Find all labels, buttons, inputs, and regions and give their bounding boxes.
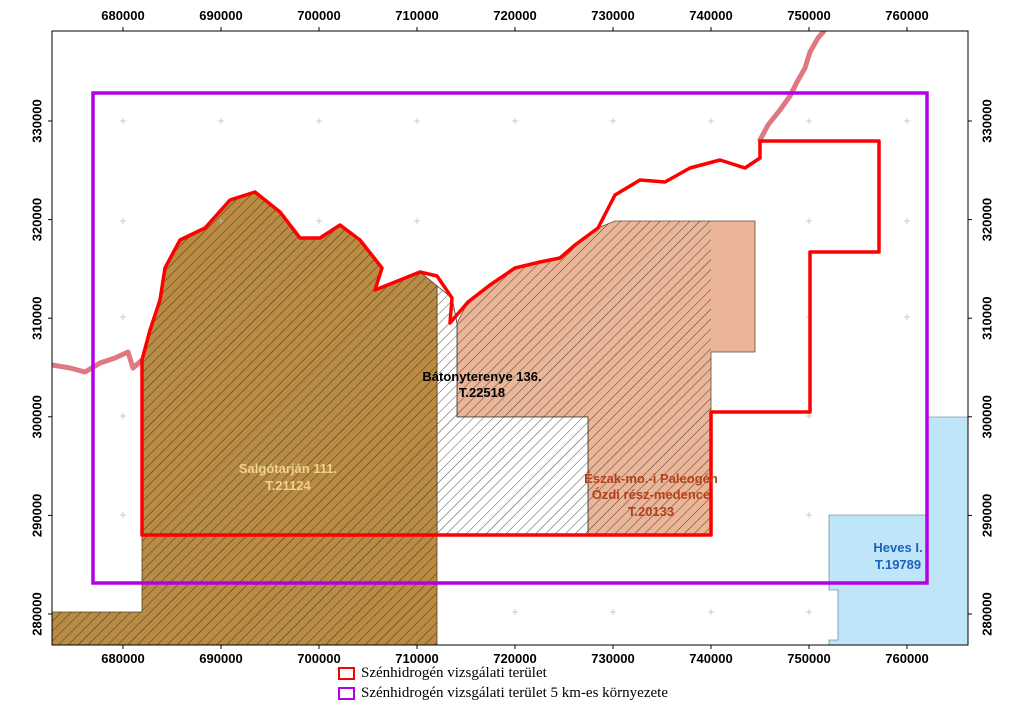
x-tick-label-top: 680000 [101, 8, 144, 23]
x-tick-label-top: 760000 [885, 8, 928, 23]
x-tick-label-bottom: 740000 [689, 651, 732, 666]
ozd-code: T.20133 [628, 504, 674, 519]
ozd-label-2: Ózdi rész-medence [592, 487, 711, 502]
x-tick-label-top: 750000 [787, 8, 830, 23]
y-tick-label-left: 280000 [29, 592, 44, 635]
axis-ticks: 680000 680000 690000 690000 700000 700000 7100… [29, 8, 994, 666]
y-tick-label-left: 300000 [29, 395, 44, 438]
y-tick-label-left: 330000 [29, 99, 44, 142]
x-tick-label-bottom: 680000 [101, 651, 144, 666]
x-tick-label-top: 740000 [689, 8, 732, 23]
heves-label: Heves I. [873, 540, 922, 555]
national-border [52, 31, 827, 375]
legend-swatch-purple [338, 687, 355, 700]
y-tick-label-right: 290000 [979, 494, 994, 537]
y-tick-label-left: 320000 [29, 198, 44, 241]
x-tick-label-bottom: 750000 [787, 651, 830, 666]
legend-swatch-red [338, 667, 355, 680]
heves-code: T.19789 [875, 557, 921, 572]
legend-item-study-area: Szénhidrogén vizsgálati terület [338, 665, 547, 682]
ozd-label: Észak-mo.-i Paleogén [584, 471, 718, 486]
x-tick-label-bottom: 720000 [493, 651, 536, 666]
study-area-outline [140, 139, 881, 537]
x-tick-label-top: 690000 [199, 8, 242, 23]
x-tick-label-bottom: 760000 [885, 651, 928, 666]
x-tick-label-top: 720000 [493, 8, 536, 23]
y-tick-label-right: 310000 [979, 297, 994, 340]
x-tick-label-bottom: 690000 [199, 651, 242, 666]
buffer-5km-outline [91, 91, 929, 585]
x-tick-label-top: 710000 [395, 8, 438, 23]
y-tick-label-right: 300000 [979, 395, 994, 438]
x-tick-label-bottom: 700000 [297, 651, 340, 666]
legend-item-buffer: Szénhidrogén vizsgálati terület 5 km-es … [338, 685, 668, 702]
legend-label: Szénhidrogén vizsgálati terület [361, 665, 547, 681]
y-tick-label-right: 320000 [979, 198, 994, 241]
salgotarjan-label: Salgótarján 111. [239, 461, 337, 476]
y-tick-label-left: 310000 [29, 297, 44, 340]
x-tick-label-bottom: 710000 [395, 651, 438, 666]
legend-label: Szénhidrogén vizsgálati terület 5 km-es … [361, 685, 668, 701]
y-tick-label-left: 290000 [29, 494, 44, 537]
x-tick-label-top: 730000 [591, 8, 634, 23]
batonyterenye-label: Bátonyterenye 136. [422, 369, 541, 384]
y-tick-label-right: 330000 [979, 99, 994, 142]
area-labels: Salgótarján 111. T.21124 Bátonyterenye 1… [239, 369, 923, 572]
batonyterenye-code: T.22518 [459, 385, 505, 400]
x-tick-label-bottom: 730000 [591, 651, 634, 666]
salgotarjan-code: T.21124 [265, 478, 311, 493]
x-tick-label-top: 700000 [297, 8, 340, 23]
y-tick-label-right: 280000 [979, 592, 994, 635]
